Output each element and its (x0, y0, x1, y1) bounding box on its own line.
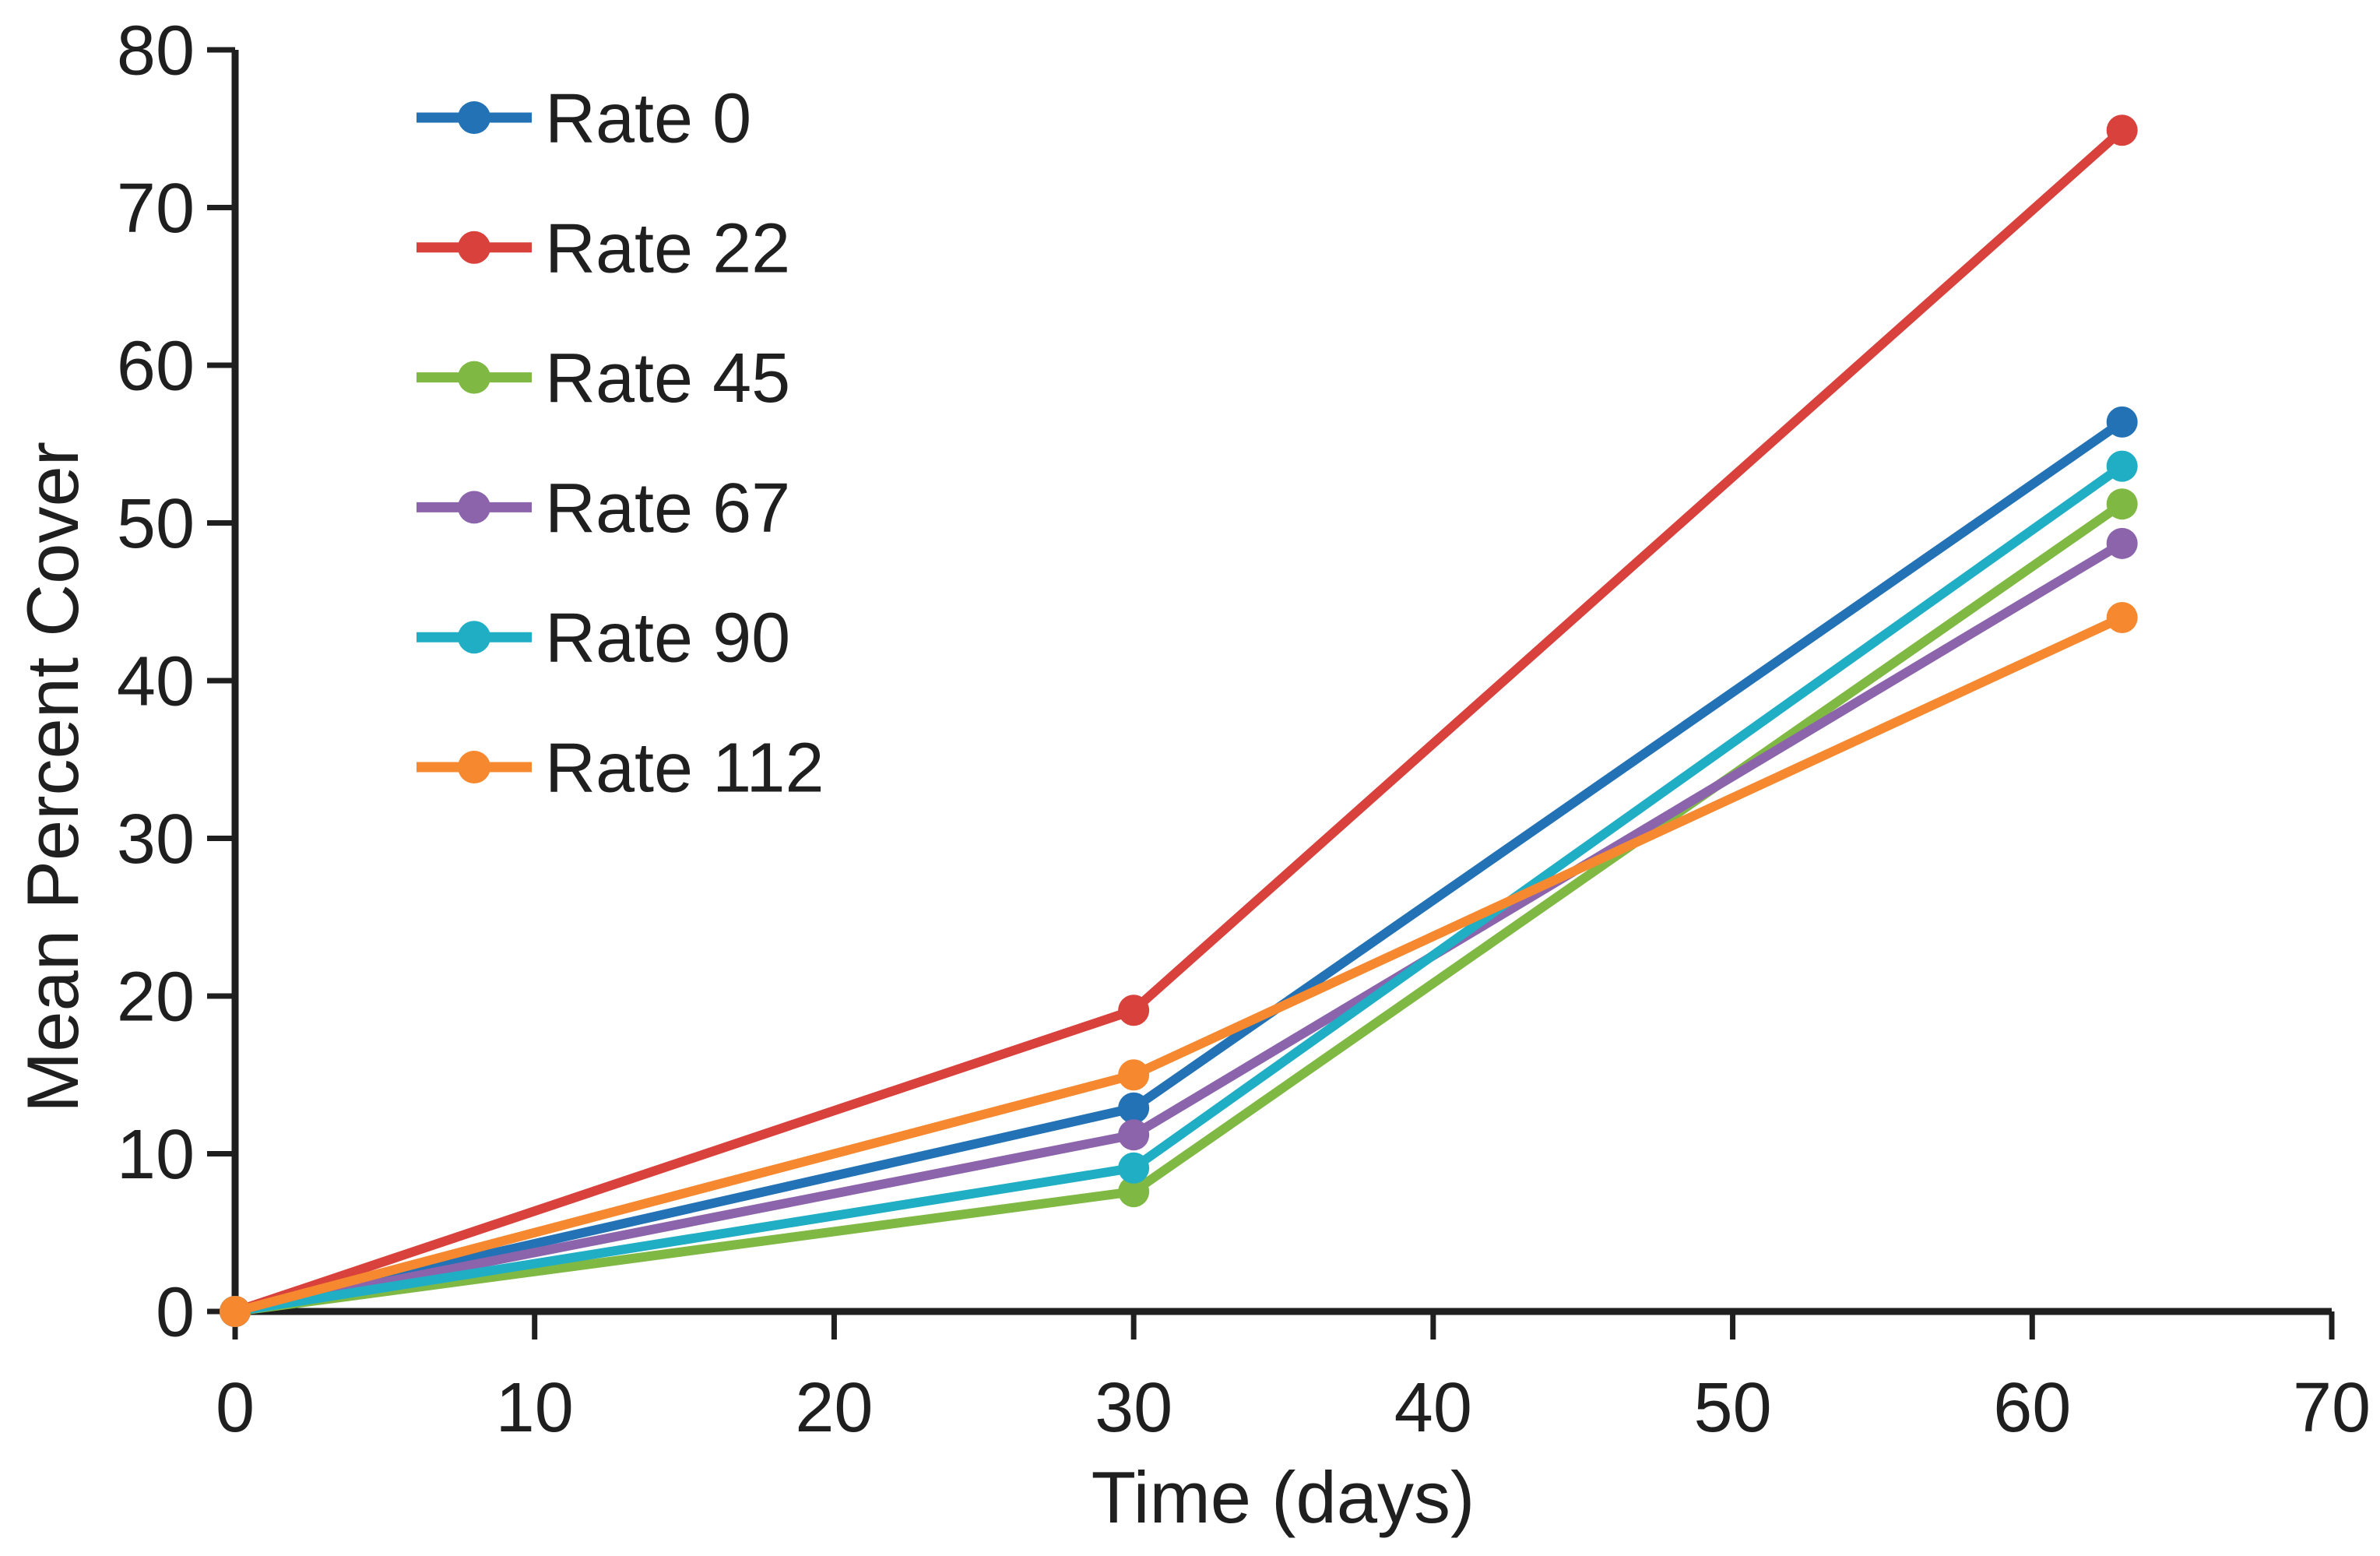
legend-item-rate-45: Rate 45 (417, 340, 790, 417)
legend-label: Rate 67 (545, 470, 790, 547)
data-point-marker (2106, 602, 2138, 633)
y-axis-title: Mean Percent Cover (12, 442, 93, 1113)
y-tick-label: 50 (117, 485, 195, 563)
data-point-marker (1118, 995, 1150, 1026)
series-line-rate-90 (234, 462, 2125, 1316)
data-point-marker (2106, 450, 2138, 482)
y-tick-label: 60 (117, 328, 195, 406)
legend-label: Rate 90 (545, 600, 790, 678)
y-tick-label: 0 (156, 1274, 195, 1352)
data-point-marker (1118, 1152, 1150, 1184)
data-point-marker (1118, 1176, 1150, 1208)
x-tick-label: 50 (1694, 1369, 1772, 1447)
y-tick-label: 40 (117, 643, 195, 721)
series-line-rate-67 (234, 539, 2125, 1316)
data-point-marker (1118, 1059, 1150, 1091)
x-tick-label: 0 (216, 1369, 255, 1447)
legend-marker-dot (458, 231, 490, 264)
series-lines (220, 114, 2138, 1327)
data-point-marker (2106, 527, 2138, 559)
data-point-marker (2106, 488, 2138, 520)
legend-label: Rate 22 (545, 209, 790, 287)
x-tick-label: 60 (1993, 1369, 2071, 1447)
y-tick-label: 30 (117, 801, 195, 878)
legend-marker-dot (458, 751, 490, 783)
legend-marker-dot (458, 361, 490, 394)
y-tick-label: 10 (117, 1116, 195, 1194)
legend-marker-dot (458, 491, 490, 524)
legend-item-rate-67: Rate 67 (417, 470, 790, 547)
x-tick-label: 70 (2293, 1369, 2371, 1447)
x-tick-label: 20 (795, 1369, 873, 1447)
axes: 0 10 20 30 40 50 60 70 0 10 20 30 40 50 60 70 80 (117, 12, 2371, 1448)
legend-marker-dot (458, 101, 490, 134)
legend-item-rate-22: Rate 22 (417, 209, 790, 287)
y-tick-label: 70 (117, 170, 195, 248)
legend-label: Rate 0 (545, 80, 751, 158)
legend: Rate 0 Rate 22 Rate 45 Rate 67 Rate 90 Rate 1… (417, 80, 824, 808)
x-tick-label: 40 (1394, 1369, 1472, 1447)
data-point-marker (2106, 406, 2138, 438)
legend-item-rate-0: Rate 0 (417, 80, 751, 158)
y-tick-label: 20 (117, 959, 195, 1037)
legend-item-rate-90: Rate 90 (417, 600, 790, 678)
legend-item-rate-112: Rate 112 (417, 730, 824, 808)
series-line-rate-45 (234, 500, 2125, 1316)
data-point-marker (1118, 1119, 1150, 1151)
data-point-marker (2106, 114, 2138, 146)
y-tick-label: 80 (117, 12, 195, 90)
data-point-marker (1118, 1092, 1150, 1124)
legend-marker-dot (458, 621, 490, 654)
data-point-marker (220, 1296, 251, 1327)
legend-label: Rate 45 (545, 340, 790, 417)
x-tick-label: 10 (496, 1369, 574, 1447)
legend-label: Rate 112 (545, 730, 824, 808)
x-tick-label: 30 (1095, 1369, 1172, 1447)
series-line-rate-0 (234, 417, 2125, 1316)
x-axis-title: Time (days) (1092, 1456, 1475, 1538)
